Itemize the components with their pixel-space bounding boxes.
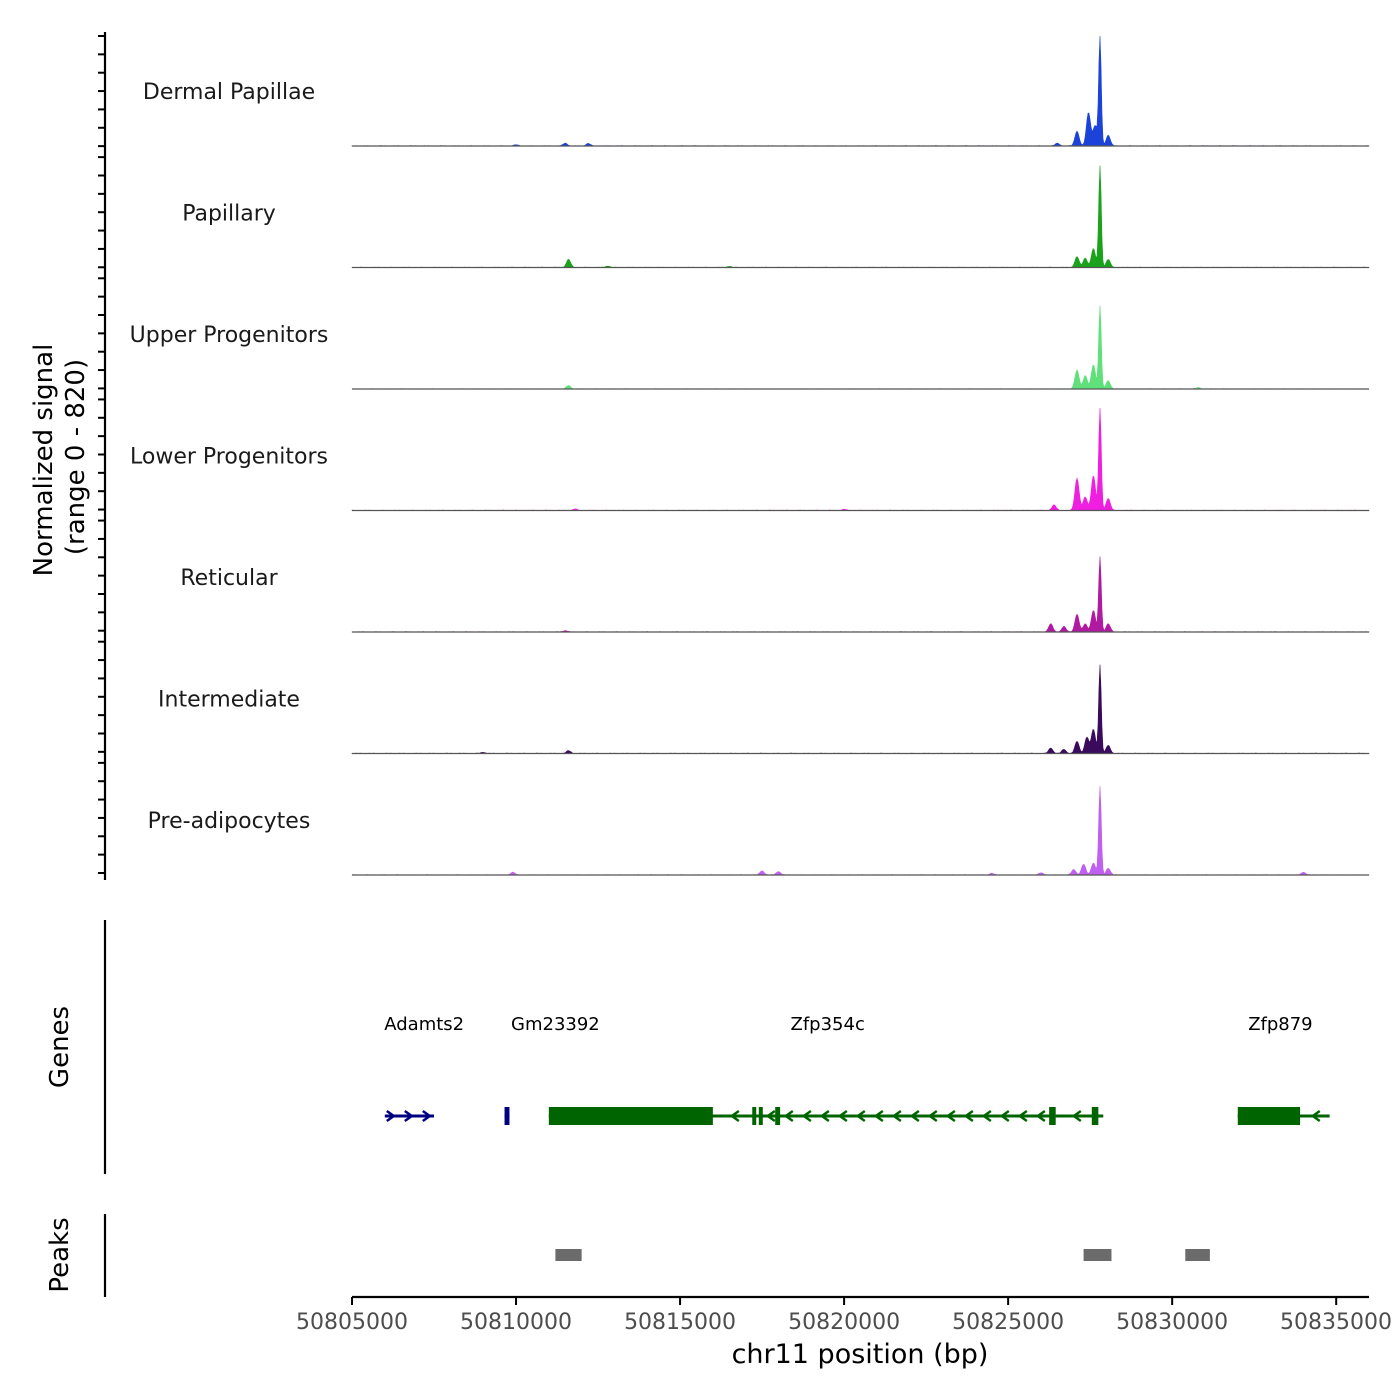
track-label: Dermal Papillae	[143, 80, 315, 105]
strand-chevron	[1071, 1109, 1082, 1123]
strand-chevron	[999, 1109, 1010, 1123]
coverage-track: Dermal Papillae	[143, 35, 1370, 147]
strand-chevron	[927, 1109, 938, 1123]
x-axis: 50805000 50810000 50815000 50820000 50825000…	[296, 1295, 1392, 1370]
gene-model: Zfp354c	[548, 1014, 1104, 1125]
coverage-track: Intermediate	[158, 664, 1370, 755]
gene-exon	[775, 1107, 781, 1125]
x-axis-ticks: 50805000 50810000 50815000 50820000 50825000…	[296, 1297, 1392, 1335]
coverage-track: Papillary	[182, 165, 1370, 269]
x-tick-label: 50805000	[296, 1310, 408, 1335]
strand-chevron	[729, 1109, 740, 1123]
x-tick-label: 50810000	[460, 1310, 572, 1335]
gene-label: Zfp354c	[791, 1014, 865, 1035]
signal-area	[351, 786, 1370, 876]
signal-area	[351, 408, 1370, 511]
strand-chevron	[765, 1109, 776, 1123]
x-tick-label: 50820000	[788, 1310, 900, 1335]
strand-chevron	[891, 1109, 902, 1123]
strand-chevron	[819, 1109, 830, 1123]
coverage-track: Upper Progenitors	[130, 305, 1370, 390]
coverage-tracks: Dermal Papillae Papillary Upper Progenitor…	[130, 35, 1370, 876]
x-tick-label: 50825000	[952, 1310, 1064, 1335]
track-label: Papillary	[182, 202, 276, 227]
track-label: Intermediate	[158, 688, 300, 713]
track-label: Pre-adipocytes	[148, 809, 311, 834]
strand-chevron	[873, 1109, 884, 1123]
strand-chevron	[1017, 1109, 1028, 1123]
peaks-y-axis-title: Peaks	[45, 1217, 75, 1292]
gene-model: Adamts2	[384, 1014, 464, 1123]
gene-label: Gm23392	[511, 1014, 600, 1035]
peak-regions	[555, 1249, 1210, 1261]
strand-chevron	[981, 1109, 992, 1123]
strand-chevron	[909, 1109, 920, 1123]
strand-chevron	[1035, 1109, 1046, 1123]
strand-chevron	[783, 1109, 794, 1123]
coverage-track: Pre-adipocytes	[148, 786, 1370, 876]
strand-chevron	[837, 1109, 848, 1123]
genes-panel: Genes Adamts2 Gm23392 Zfp354c Zfp879	[45, 920, 1330, 1174]
strand-chevron	[404, 1109, 414, 1123]
strand-chevron	[1310, 1109, 1321, 1123]
coverage-y-axis-title: Normalized signal	[29, 344, 59, 577]
gene-label: Adamts2	[384, 1014, 464, 1035]
gene-exon	[1091, 1107, 1099, 1125]
coverage-panel: Normalized signal (range 0 - 820) Dermal…	[29, 32, 1370, 880]
strand-chevron	[855, 1109, 866, 1123]
strand-chevron	[422, 1109, 432, 1123]
peak-region	[1185, 1249, 1210, 1261]
strand-chevron	[963, 1109, 974, 1123]
gene-model: Zfp879	[1237, 1014, 1330, 1125]
coverage-track: Reticular	[180, 556, 1370, 633]
track-label: Reticular	[180, 566, 278, 591]
peak-region	[555, 1249, 582, 1261]
x-tick-label: 50830000	[1116, 1310, 1228, 1335]
coverage-y-ticks	[98, 35, 105, 874]
signal-area	[351, 35, 1370, 147]
gene-models: Adamts2 Gm23392 Zfp354c Zfp879	[384, 1014, 1330, 1125]
signal-area	[351, 664, 1370, 754]
gene-model: Gm23392	[504, 1014, 600, 1125]
signal-area	[351, 165, 1370, 268]
track-label: Upper Progenitors	[130, 323, 329, 348]
signal-area	[351, 556, 1370, 633]
gene-exon	[1237, 1107, 1301, 1125]
x-tick-label: 50835000	[1280, 1310, 1392, 1335]
coverage-y-axis-range: (range 0 - 820)	[61, 359, 91, 555]
gene-label: Zfp879	[1248, 1014, 1312, 1035]
signal-area	[351, 305, 1370, 390]
coverage-track: Lower Progenitors	[130, 408, 1370, 512]
gene-exon	[758, 1107, 763, 1125]
strand-chevron	[945, 1109, 956, 1123]
genes-y-axis-title: Genes	[45, 1006, 75, 1088]
x-axis-title: chr11 position (bp)	[732, 1339, 989, 1370]
gene-exon	[504, 1107, 510, 1125]
gene-exon	[752, 1107, 757, 1125]
peaks-panel: Peaks	[45, 1214, 1210, 1297]
x-tick-label: 50815000	[624, 1310, 736, 1335]
strand-chevron	[801, 1109, 812, 1123]
strand-chevron	[386, 1109, 396, 1123]
track-label: Lower Progenitors	[130, 445, 328, 470]
gene-exon	[548, 1107, 713, 1125]
peak-region	[1083, 1249, 1112, 1261]
gene-exon	[1049, 1107, 1056, 1125]
